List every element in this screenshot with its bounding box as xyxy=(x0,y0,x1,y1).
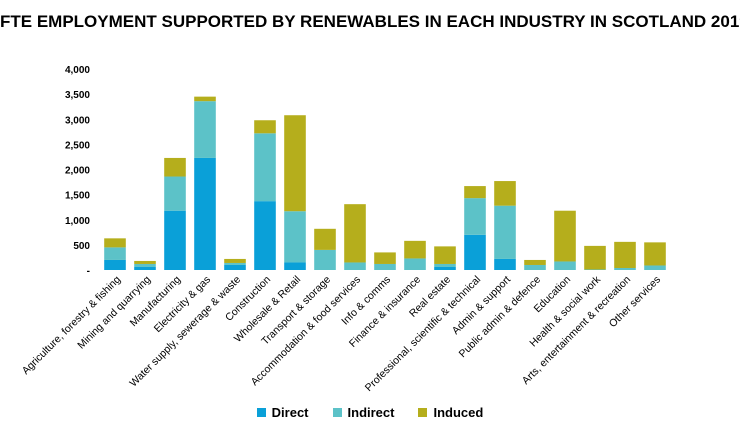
y-tick-label: 1,500 xyxy=(65,191,90,202)
bar-segment-indirect xyxy=(194,101,216,158)
bar-segment-indirect xyxy=(584,269,606,270)
bar-segment-direct xyxy=(464,234,486,270)
legend-swatch xyxy=(418,408,428,417)
bar-segment-induced xyxy=(194,96,216,102)
bar-segment-induced xyxy=(104,238,126,248)
bar-segment-direct xyxy=(254,201,276,270)
bar-segment-indirect xyxy=(554,261,576,270)
chart-title: FTE EMPLOYMENT SUPPORTED BY RENEWABLES I… xyxy=(0,12,740,31)
legend: Direct Indirect Induced xyxy=(0,405,740,420)
x-tick-label: Water supply, sewerage & waste xyxy=(127,274,243,390)
y-tick-label: 4,000 xyxy=(65,65,90,76)
y-tick-label: - xyxy=(87,266,90,277)
bar-segment-induced xyxy=(584,245,606,270)
bar-segment-indirect xyxy=(464,198,486,235)
bar-segment-induced xyxy=(404,240,426,259)
bar-segment-direct xyxy=(494,258,516,270)
bar-segment-induced xyxy=(314,228,336,250)
bar-segment-induced xyxy=(494,181,516,206)
bar-segment-indirect xyxy=(224,262,246,265)
y-tick-label: 500 xyxy=(73,241,90,252)
bar-segment-induced xyxy=(374,252,396,264)
bar-segment-induced xyxy=(554,210,576,262)
bar-segment-indirect xyxy=(524,264,546,270)
legend-swatch xyxy=(256,408,266,417)
bar-segment-indirect xyxy=(344,262,366,270)
bar-segment-direct xyxy=(284,262,306,270)
bar-segment-indirect xyxy=(374,263,396,270)
bar-segment-induced xyxy=(644,242,666,266)
legend-swatch xyxy=(332,408,342,417)
bar-segment-indirect xyxy=(404,258,426,270)
bar-segment-induced xyxy=(344,204,366,263)
bar-segment-indirect xyxy=(104,247,126,260)
bars xyxy=(104,96,666,270)
bar-segment-indirect xyxy=(644,265,666,270)
y-tick-label: 1,000 xyxy=(65,216,90,227)
bar-segment-direct xyxy=(194,157,216,270)
y-tick-label: 2,000 xyxy=(65,166,90,177)
legend-label: Induced xyxy=(433,405,484,420)
bar-segment-induced xyxy=(524,259,546,265)
bar-segment-indirect xyxy=(434,263,456,267)
bar-segment-indirect xyxy=(134,263,156,267)
x-tick-label: Accommodation & food services xyxy=(249,274,364,389)
bar-segment-indirect xyxy=(164,176,186,211)
bar-segment-indirect xyxy=(284,211,306,263)
legend-item-induced: Induced xyxy=(418,405,483,420)
bar-segment-induced xyxy=(254,120,276,134)
bar-segment-indirect xyxy=(494,205,516,259)
y-tick-label: 2,500 xyxy=(65,140,90,151)
bar-segment-induced xyxy=(284,115,306,212)
bar-segment-direct xyxy=(224,264,246,270)
y-tick-label: 3,000 xyxy=(65,115,90,126)
bar-segment-direct xyxy=(434,266,456,270)
bar-segment-indirect xyxy=(254,133,276,202)
legend-item-indirect: Indirect xyxy=(332,405,395,420)
legend-label: Direct xyxy=(271,405,309,420)
bar-segment-induced xyxy=(614,241,636,268)
bar-segment-direct xyxy=(134,266,156,270)
legend-item-direct: Direct xyxy=(256,405,309,420)
bar-segment-indirect xyxy=(614,267,636,270)
bar-segment-induced xyxy=(134,260,156,264)
legend-label: Indirect xyxy=(347,405,395,420)
bar-segment-indirect xyxy=(314,249,336,270)
y-tick-label: 3,500 xyxy=(65,90,90,101)
y-axis: - 500 1,000 1,500 2,000 2,500 3,000 3,500 4,000 xyxy=(65,65,90,277)
bar-segment-induced xyxy=(164,157,186,177)
bar-segment-induced xyxy=(224,258,246,263)
bar-segment-induced xyxy=(434,246,456,264)
bar-segment-direct xyxy=(104,259,126,270)
bar-segment-induced xyxy=(464,186,486,199)
bar-segment-direct xyxy=(164,210,186,270)
